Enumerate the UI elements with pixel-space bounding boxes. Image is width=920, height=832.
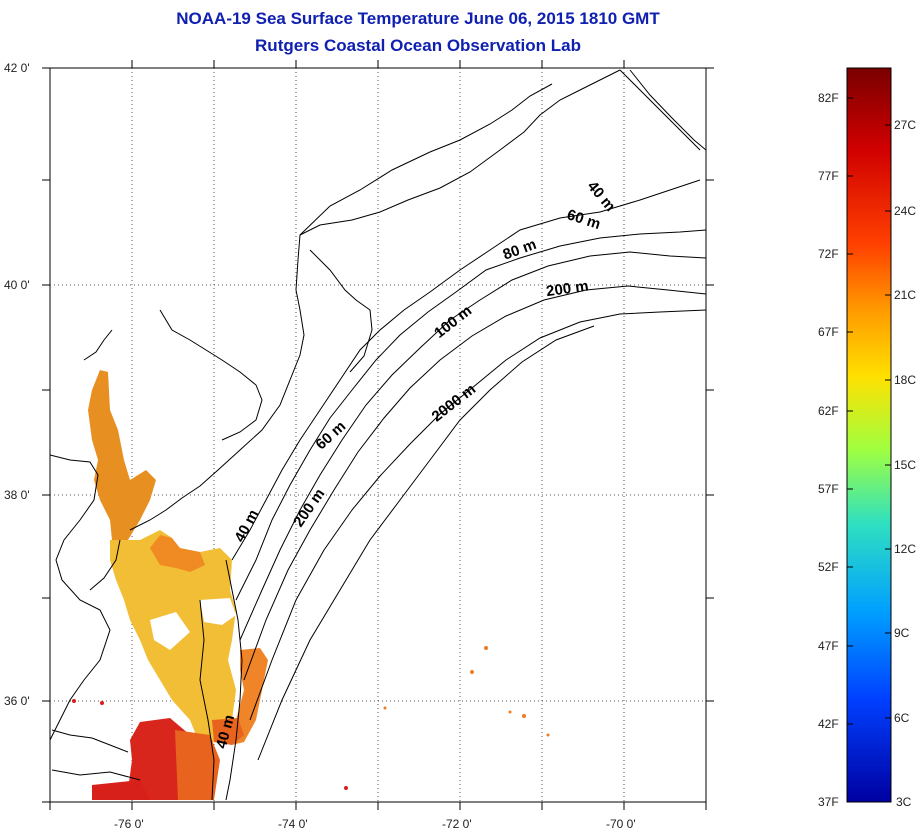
cbar-label-21c: 21C bbox=[894, 288, 916, 302]
lat-label-42: 42 0' bbox=[4, 61, 30, 75]
cbar-label-72f: 72F bbox=[818, 247, 839, 261]
coastline bbox=[50, 69, 621, 801]
graticule bbox=[50, 68, 706, 802]
cbar-label-6c: 6C bbox=[894, 711, 910, 725]
cbar-label-3c: 3C bbox=[896, 795, 912, 809]
cbar-label-18c: 18C bbox=[894, 373, 916, 387]
cbar-label-27c: 27C bbox=[894, 118, 916, 132]
lat-label-38: 38 0' bbox=[4, 488, 30, 502]
cbar-label-52f: 52F bbox=[818, 560, 839, 574]
cbar-label-24c: 24C bbox=[894, 204, 916, 218]
map-title: NOAA-19 Sea Surface Temperature June 06,… bbox=[176, 9, 660, 28]
cbar-label-9c: 9C bbox=[894, 626, 910, 640]
cbar-label-57f: 57F bbox=[818, 482, 839, 496]
lon-label-72: -72 0' bbox=[442, 817, 472, 831]
lon-label-70: -70 0' bbox=[606, 817, 636, 831]
colorbar-fahrenheit-labels: 82F 77F 72F 67F 62F 57F 52F 47F 42F 37F bbox=[818, 91, 839, 809]
lon-label-74: -74 0' bbox=[278, 817, 308, 831]
cbar-label-42f: 42F bbox=[818, 717, 839, 731]
cbar-label-12c: 12C bbox=[894, 542, 916, 556]
cbar-label-37f: 37F bbox=[818, 795, 839, 809]
axis-ticks bbox=[42, 60, 714, 810]
map-subtitle: Rutgers Coastal Ocean Observation Lab bbox=[255, 36, 581, 55]
colorbar-gradient bbox=[846, 67, 892, 803]
cbar-label-67f: 67F bbox=[818, 325, 839, 339]
cbar-label-77f: 77F bbox=[818, 169, 839, 183]
cbar-label-15c: 15C bbox=[894, 458, 916, 472]
colorbar-celsius-labels: 27C 24C 21C 18C 15C 12C 9C 6C 3C bbox=[894, 118, 916, 809]
cbar-label-82f: 82F bbox=[818, 91, 839, 105]
cbar-label-62f: 62F bbox=[818, 404, 839, 418]
colorbar-ticks bbox=[847, 97, 891, 725]
contour-label-200m-north: 200 m bbox=[545, 277, 589, 300]
cbar-label-47f: 47F bbox=[818, 639, 839, 653]
lat-label-40: 40 0' bbox=[4, 278, 30, 292]
lat-label-36: 36 0' bbox=[4, 694, 30, 708]
bathymetry-contours bbox=[231, 69, 706, 761]
lon-label-76: -76 0' bbox=[114, 817, 144, 831]
